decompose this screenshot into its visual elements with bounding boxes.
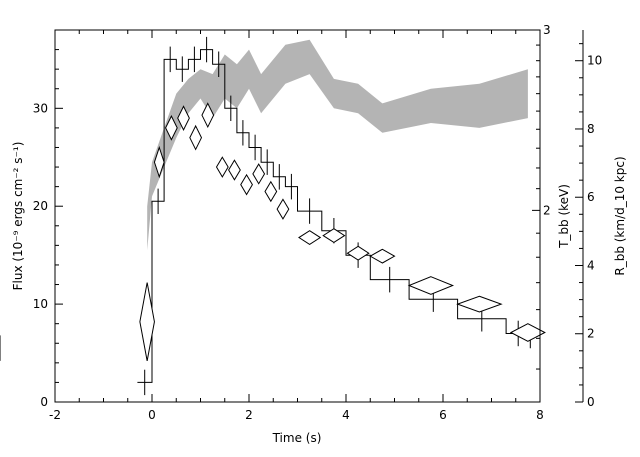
y-axis-radius: 0 2 4 6 8 10 <box>575 30 602 409</box>
x-tick-label: 8 <box>536 408 544 422</box>
x-tick-label: 0 <box>148 408 156 422</box>
x-tick-label: 6 <box>439 408 447 422</box>
temperature-diamond <box>228 159 241 181</box>
radius-tick-label: 2 <box>587 327 595 341</box>
flux-histogram-layer <box>0 36 531 396</box>
radius-tick-label: 0 <box>587 395 595 409</box>
y-tick-label: 30 <box>33 101 48 115</box>
y3-axis-title: R_bb (km/d_10 kpc) <box>613 156 627 275</box>
radius-tick-label: 10 <box>587 54 602 68</box>
x-tick-label: -2 <box>49 408 61 422</box>
temperature-diamond <box>407 276 455 295</box>
temperature-diamond <box>153 145 165 179</box>
temperature-diamonds-layer <box>139 102 546 361</box>
y-axis-left: 0 10 20 30 <box>33 29 63 409</box>
temperature-diamond <box>215 156 229 178</box>
temperature-diamond <box>264 180 278 203</box>
temperature-diamond <box>252 163 266 185</box>
temperature-diamond <box>139 282 155 361</box>
y-axis-temperature: 23 <box>532 23 551 403</box>
temperature-diamond <box>177 105 190 131</box>
temperature-diamond <box>369 248 396 264</box>
radius-band-layer <box>147 39 528 251</box>
radius-band <box>147 39 528 251</box>
y-tick-label: 10 <box>33 297 48 311</box>
temperature-diamond <box>240 173 253 196</box>
temperature-diamond <box>346 245 370 261</box>
radius-tick-label: 8 <box>587 122 595 136</box>
flux-histogram-line <box>137 49 531 383</box>
temperature-diamond <box>165 115 178 141</box>
temperature-diamond <box>298 230 322 245</box>
radius-tick-label: 4 <box>587 258 595 272</box>
y-tick-label: 0 <box>40 395 48 409</box>
temperature-diamond <box>189 124 203 151</box>
x-axis: -2 0 2 4 6 8 <box>49 30 544 422</box>
x-axis-title: Time (s) <box>272 431 322 445</box>
y2-axis-title: T_bb (keV) <box>557 184 571 249</box>
temperature-tick-label: 3 <box>543 23 551 37</box>
temperature-diamond <box>456 295 503 313</box>
temperature-diamond <box>201 102 215 129</box>
radius-tick-label: 6 <box>587 190 595 204</box>
x-tick-label: 2 <box>245 408 253 422</box>
temperature-diamond <box>322 228 346 244</box>
temperature-tick-label: 2 <box>543 203 551 217</box>
x-tick-label: 4 <box>342 408 350 422</box>
y-tick-label: 20 <box>33 199 48 213</box>
temperature-diamond <box>509 323 546 342</box>
temperature-diamond <box>276 198 290 220</box>
y-axis-title: Flux (10⁻⁹ ergs cm⁻² s⁻¹) <box>11 142 25 291</box>
